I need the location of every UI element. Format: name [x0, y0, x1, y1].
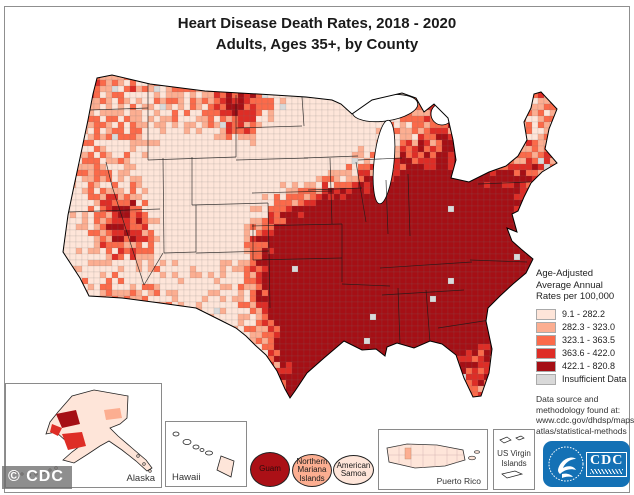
cdc-logo-hatch: [590, 469, 624, 474]
legend-item-label: 9.1 - 282.2: [562, 309, 606, 319]
legend-item: 323.1 - 363.5: [536, 334, 631, 347]
source-note: Data source and methodology found at: ww…: [536, 394, 634, 436]
puerto-rico-inset: Puerto Rico: [378, 429, 488, 490]
legend-item-label: 422.1 - 820.8: [562, 361, 616, 371]
us-virgin-islands-map: [499, 435, 525, 479]
legend-item-label: Insufficient Data: [562, 374, 627, 384]
legend-title: Age-Adjusted Average Annual Rates per 10…: [536, 268, 615, 302]
legend-item-label: 282.3 - 323.0: [562, 322, 616, 332]
us-virgin-islands-inset: US Virgin Islands: [493, 429, 535, 490]
cdc-logo: CDC: [543, 441, 630, 487]
northern-mariana-islands-ellipse: Northern Mariana Islands: [292, 454, 332, 487]
american-samoa-label: American Samoa: [336, 460, 371, 478]
us-virgin-islands-label: US Virgin Islands: [497, 449, 531, 468]
map-header: Heart Disease Death Rates, 2018 - 2020 A…: [0, 13, 634, 55]
cdc-watermark: © CDC: [2, 466, 72, 489]
hawaii-inset: Hawaii: [165, 421, 247, 487]
legend-item: 9.1 - 282.2: [536, 308, 631, 321]
legend-swatch: [536, 360, 556, 372]
legend-item: 282.3 - 323.0: [536, 321, 631, 334]
guam-label: Guam: [259, 464, 281, 474]
hhs-eagle-icon: [548, 446, 584, 482]
us-county-choropleth-map: [62, 74, 558, 399]
legend-swatch: [536, 308, 556, 320]
legend-swatch: [536, 347, 556, 359]
legend-swatch: [536, 373, 556, 385]
legend-rows: 9.1 - 282.2 282.3 - 323.0 323.1 - 363.5 363…: [536, 308, 631, 386]
legend-item-label: 323.1 - 363.5: [562, 335, 616, 345]
cdc-logo-text: CDC: [590, 453, 624, 468]
legend-swatch: [536, 334, 556, 346]
hawaii-label: Hawaii: [172, 472, 201, 483]
legend-item: 363.6 - 422.0: [536, 347, 631, 360]
map-title: Heart Disease Death Rates, 2018 - 2020: [177, 15, 457, 32]
legend-item: 422.1 - 820.8: [536, 360, 631, 373]
legend-item: Insufficient Data: [536, 373, 631, 386]
legend-item-label: 363.6 - 422.0: [562, 348, 616, 358]
legend-swatch: [536, 321, 556, 333]
puerto-rico-map: [386, 443, 480, 469]
legend: Age-Adjusted Average Annual Rates per 10…: [536, 268, 631, 386]
cdc-logo-textbox: CDC: [586, 452, 628, 477]
northern-mariana-islands-label: Northern Mariana Islands: [296, 456, 328, 483]
guam-ellipse: Guam: [250, 452, 290, 487]
puerto-rico-label: Puerto Rico: [436, 476, 481, 486]
map-subtitle: Adults, Ages 35+, by County: [215, 36, 419, 53]
american-samoa-ellipse: American Samoa: [333, 455, 374, 485]
alaska-label: Alaska: [126, 473, 155, 484]
hawaii-map: [172, 431, 235, 478]
